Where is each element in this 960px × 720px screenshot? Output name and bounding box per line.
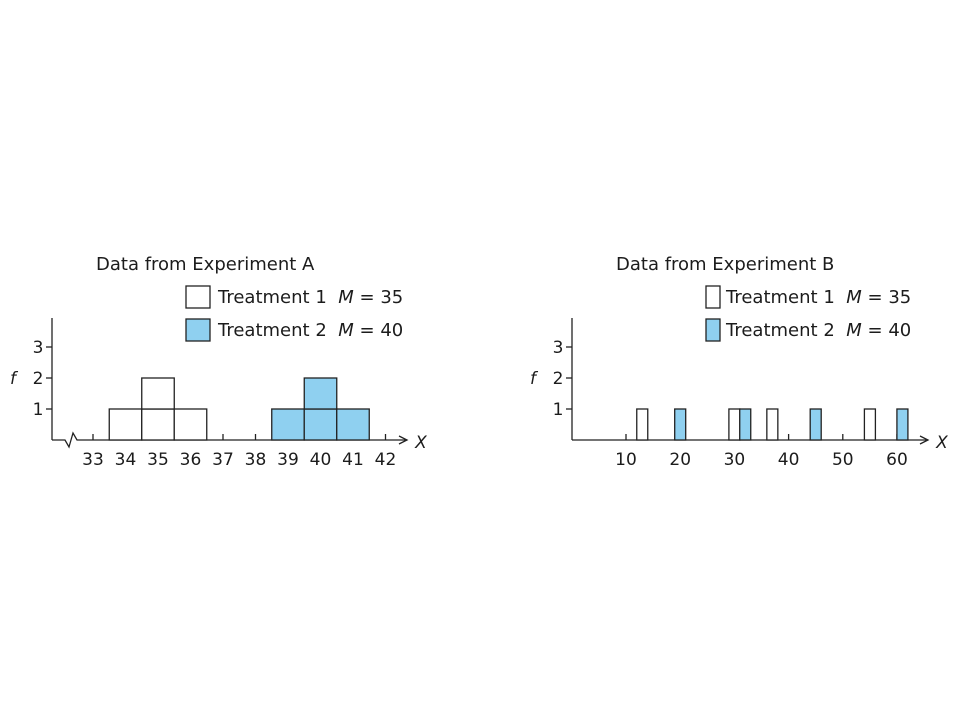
x-tick-label: 40 (310, 450, 332, 470)
bar-treatment-2 (336, 408, 370, 441)
legend-swatch-1 (185, 285, 211, 309)
legend-value: 40 (888, 320, 911, 341)
legend-space (835, 287, 846, 308)
x-tick-label: 30 (724, 450, 746, 470)
bar-treatment-1 (766, 408, 779, 441)
legend-eq: = (867, 287, 882, 308)
bar-treatment-1 (173, 408, 208, 441)
legend-space (327, 287, 338, 308)
bar-treatment-2 (739, 408, 752, 441)
legend-value: 40 (380, 320, 403, 341)
legend-entry-1: Treatment 1 M = 35 (217, 287, 403, 308)
x-tick-label: 37 (212, 450, 234, 470)
x-tick-label: 33 (82, 450, 104, 470)
chart-title: Data from Experiment B (616, 254, 834, 275)
legend-eq: = (867, 320, 882, 341)
legend-value: 35 (380, 287, 403, 308)
y-tick-label: 1 (553, 400, 564, 420)
x-tick-label: 39 (277, 450, 299, 470)
legend-value: 35 (888, 287, 911, 308)
x-tick-label: 20 (669, 450, 691, 470)
bar-treatment-1 (141, 408, 175, 441)
legend-swatch-1 (705, 285, 721, 309)
bar-treatment-1 (141, 377, 175, 410)
bar-treatment-2 (303, 377, 338, 410)
x-tick-label: 38 (245, 450, 267, 470)
chart-experiment-a: Data from Experiment A Treatment 1 M = 35… (10, 254, 427, 470)
legend-stat: M (846, 287, 862, 308)
bar-treatment-2 (303, 408, 338, 441)
x-axis-label: X (935, 433, 948, 453)
y-axis-label: f (530, 369, 539, 389)
legend-eq: = (359, 320, 374, 341)
x-tick-label: 36 (180, 450, 202, 470)
x-axis-arrow (919, 435, 930, 445)
x-tick-label: 34 (115, 450, 137, 470)
legend-label: Treatment 1 (217, 287, 327, 308)
bar-treatment-2 (271, 408, 305, 441)
legend-stat: M (338, 320, 354, 341)
x-axis-arrow (398, 435, 409, 445)
bar-treatment-1 (636, 408, 649, 441)
legend-label: Treatment 2 (217, 320, 327, 341)
legend-entry-2: Treatment 2 M = 40 (725, 320, 911, 341)
bar-treatment-1 (863, 408, 877, 441)
legend-stat: M (846, 320, 862, 341)
bar-treatment-2 (896, 408, 909, 441)
x-tick-label: 42 (375, 450, 397, 470)
y-tick-label: 1 (33, 400, 44, 420)
legend-label: Treatment 1 (725, 287, 835, 308)
bar-treatment-1 (108, 408, 143, 441)
bar-treatment-2 (809, 408, 822, 441)
legend-label: Treatment 2 (725, 320, 835, 341)
x-tick-label: 10 (615, 450, 637, 470)
x-tick-label: 60 (886, 450, 908, 470)
legend-eq: = (359, 287, 374, 308)
legend-space (835, 320, 846, 341)
legend-swatch-2 (705, 318, 721, 342)
x-tick-label: 40 (778, 450, 800, 470)
legend-stat: M (338, 287, 354, 308)
y-tick-label: 2 (33, 369, 44, 389)
y-tick-label: 2 (553, 369, 564, 389)
legend-space (327, 320, 338, 341)
legend-swatch-2 (185, 318, 211, 342)
chart-title: Data from Experiment A (96, 254, 315, 275)
x-axis-label: X (414, 433, 427, 453)
bar-treatment-1 (728, 408, 741, 441)
legend-entry-1: Treatment 1 M = 35 (725, 287, 911, 308)
x-tick-label: 35 (147, 450, 169, 470)
y-axis-label: f (10, 369, 19, 389)
x-tick-label: 41 (342, 450, 364, 470)
bar-treatment-2 (674, 408, 687, 441)
y-tick-label: 3 (553, 338, 564, 358)
legend-entry-2: Treatment 2 M = 40 (217, 320, 403, 341)
x-tick-label: 50 (832, 450, 854, 470)
y-tick-label: 3 (33, 338, 44, 358)
